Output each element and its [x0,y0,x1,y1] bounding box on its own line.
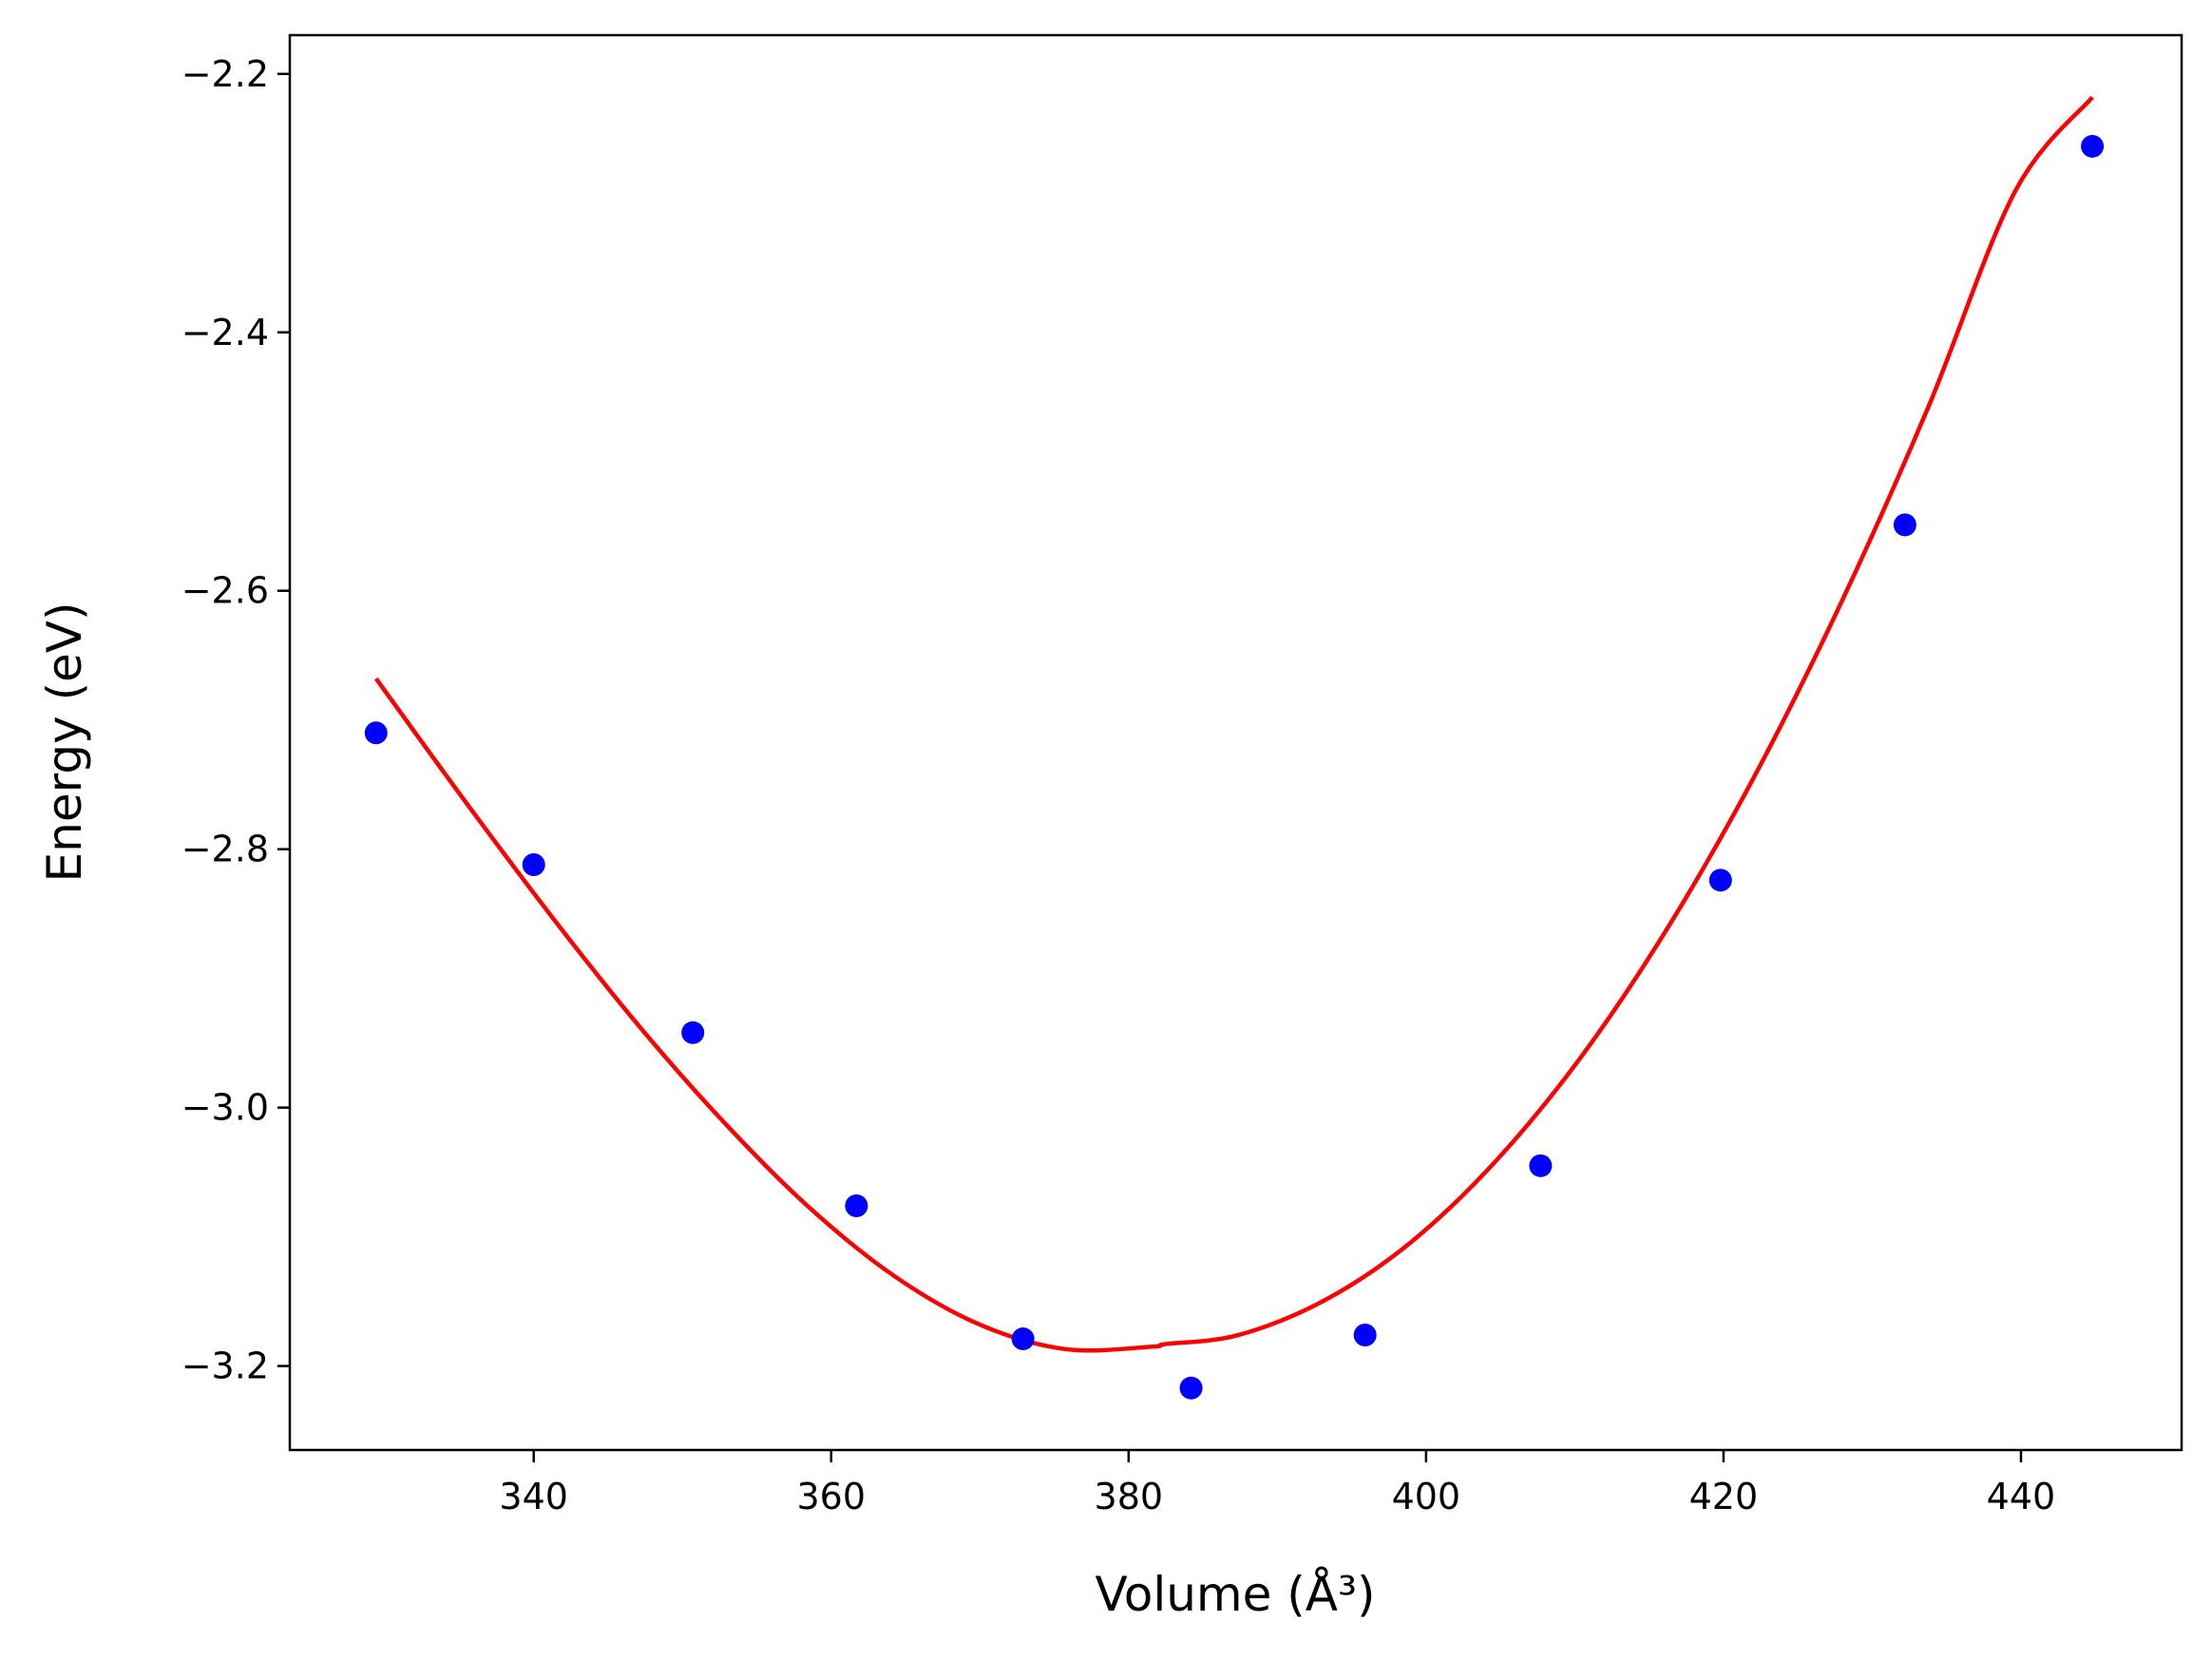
y-tick-label: −2.4 [181,312,269,353]
x-tick-label: 420 [1689,1476,1759,1517]
y-tick-label: −2.6 [181,570,269,612]
data-point [845,1193,868,1217]
data-point [1179,1376,1203,1400]
data-point [1529,1154,1553,1177]
y-axis-label: Energy (eV) [37,602,92,883]
data-point [2081,134,2105,158]
data-point [1011,1327,1035,1351]
y-tick-label: −3.2 [181,1345,269,1387]
fit-curve [373,95,2094,1353]
x-tick-label: 440 [1987,1476,2056,1517]
x-tick-label: 360 [796,1476,866,1517]
x-axis-label: Volume (Å³) [1095,1567,1375,1622]
y-tick-label: −2.2 [181,53,269,95]
x-tick-label: 340 [499,1476,568,1517]
x-tick-label: 400 [1392,1476,1461,1517]
data-point [1353,1323,1377,1346]
plot-frame [288,33,2183,1452]
y-tick-label: −2.8 [181,829,269,870]
y-tick-label: −3.0 [181,1087,269,1129]
data-point [681,1021,705,1044]
data-point [1893,513,1916,537]
data-point [364,721,388,745]
data-point [522,853,545,877]
x-tick-label: 380 [1095,1476,1164,1517]
data-point [1708,868,1732,892]
y-axis-ticks: −3.2 −3.0 −2.8 −2.6 −2.4 −2.2 [181,53,290,1387]
x-axis-ticks: 340 360 380 400 420 440 [499,1450,2055,1517]
series-layer [364,95,2105,1400]
